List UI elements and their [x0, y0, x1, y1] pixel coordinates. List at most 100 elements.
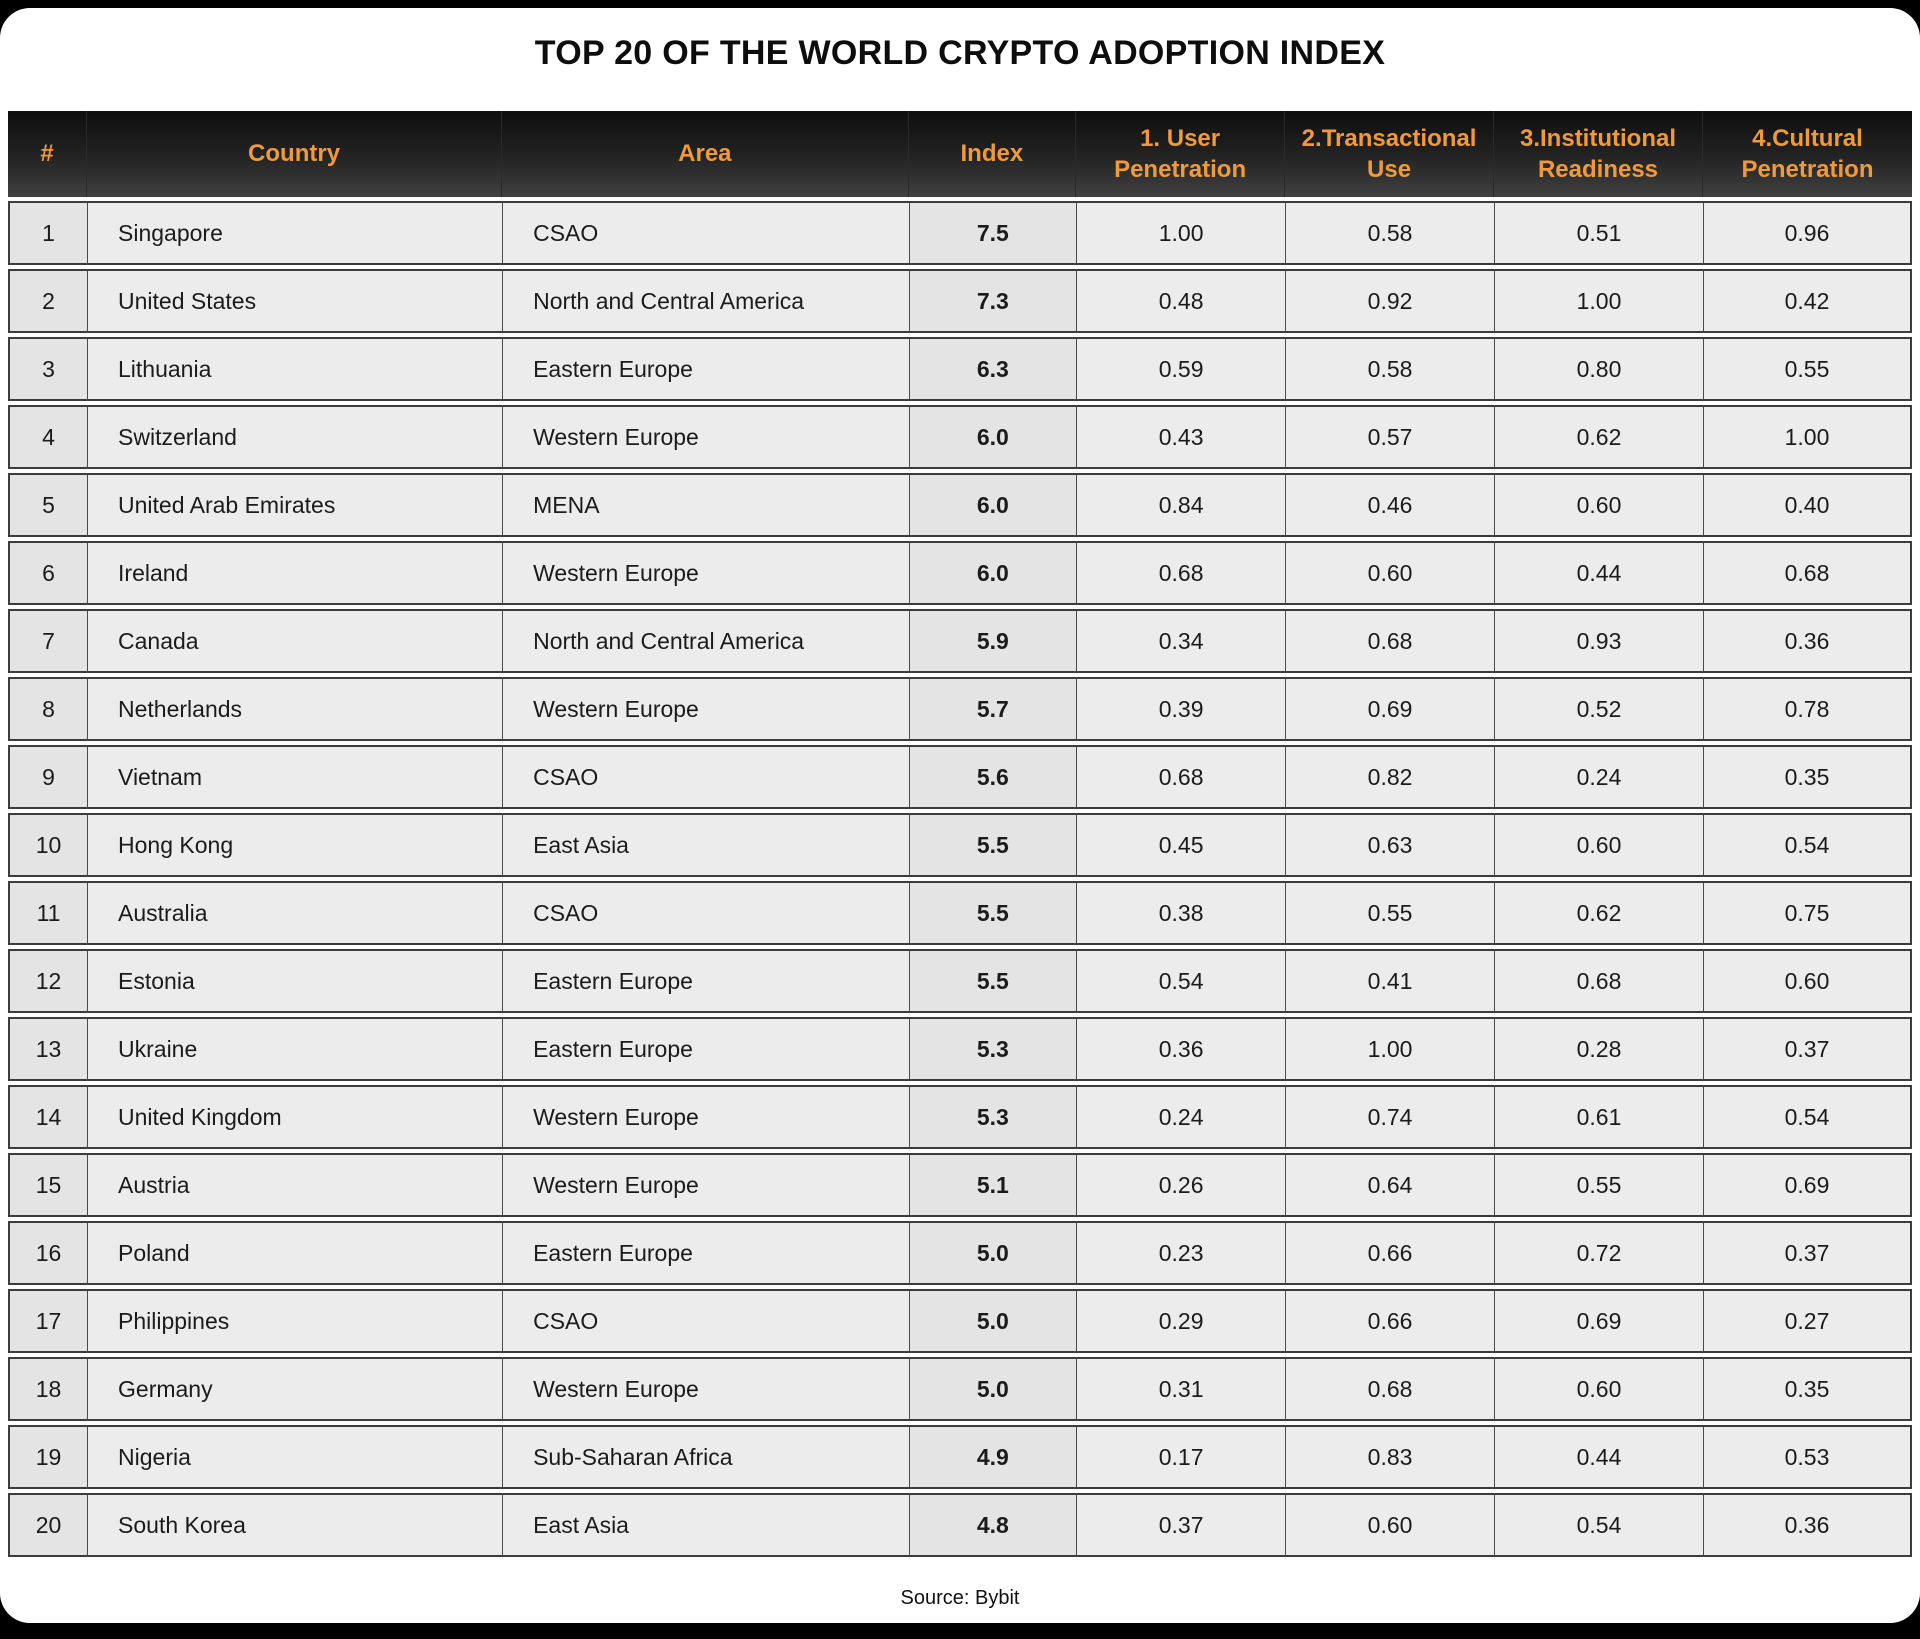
cell-user-penetration: 0.68: [1076, 745, 1286, 809]
cell-index: 5.0: [908, 1357, 1077, 1421]
cell-index: 6.0: [908, 405, 1077, 469]
cell-index: 5.3: [908, 1017, 1077, 1081]
column-header-transactional-use: 2.Transactional Use: [1285, 111, 1495, 197]
cell-rank: 12: [8, 949, 88, 1013]
cell-rank: 15: [8, 1153, 88, 1217]
cell-cultural-penetration: 0.68: [1702, 541, 1912, 605]
cell-area: CSAO: [502, 881, 909, 945]
cell-transactional-use: 0.58: [1285, 201, 1495, 265]
cell-country: Switzerland: [87, 405, 503, 469]
cell-transactional-use: 0.58: [1285, 337, 1495, 401]
table-row: 14 United Kingdom Western Europe 5.3 0.24 0.7…: [8, 1085, 1912, 1149]
cell-area: CSAO: [502, 745, 909, 809]
column-header-institutional-readiness: 3.Institutional Readiness: [1494, 111, 1703, 197]
cell-area: Eastern Europe: [502, 1017, 909, 1081]
cell-user-penetration: 0.48: [1076, 269, 1286, 333]
cell-rank: 20: [8, 1493, 88, 1557]
cell-index: 5.6: [908, 745, 1077, 809]
cell-area: CSAO: [502, 1289, 909, 1353]
cell-area: Western Europe: [502, 677, 909, 741]
cell-transactional-use: 0.92: [1285, 269, 1495, 333]
cell-transactional-use: 0.57: [1285, 405, 1495, 469]
table-row: 10 Hong Kong East Asia 5.5 0.45 0.63 0.60 0.54: [8, 813, 1912, 877]
cell-cultural-penetration: 0.36: [1702, 609, 1912, 673]
cell-index: 4.9: [908, 1425, 1077, 1489]
cell-rank: 8: [8, 677, 88, 741]
table-row: 11 Australia CSAO 5.5 0.38 0.55 0.62 0.75: [8, 881, 1912, 945]
cell-user-penetration: 0.26: [1076, 1153, 1286, 1217]
column-header-area: Area: [502, 111, 909, 197]
cell-transactional-use: 0.66: [1285, 1289, 1495, 1353]
cell-transactional-use: 0.60: [1285, 1493, 1495, 1557]
cell-rank: 9: [8, 745, 88, 809]
cell-country: Philippines: [87, 1289, 503, 1353]
cell-user-penetration: 0.24: [1076, 1085, 1286, 1149]
cell-rank: 19: [8, 1425, 88, 1489]
cell-index: 5.3: [908, 1085, 1077, 1149]
cell-country: United Kingdom: [87, 1085, 503, 1149]
table-row: 7 Canada North and Central America 5.9 0.34 0…: [8, 609, 1912, 673]
cell-transactional-use: 0.41: [1285, 949, 1495, 1013]
cell-area: North and Central America: [502, 269, 909, 333]
cell-index: 4.8: [908, 1493, 1077, 1557]
table-row: 12 Estonia Eastern Europe 5.5 0.54 0.41 0.68 0.…: [8, 949, 1912, 1013]
cell-user-penetration: 0.43: [1076, 405, 1286, 469]
cell-index: 5.5: [908, 881, 1077, 945]
table-row: 18 Germany Western Europe 5.0 0.31 0.68 0.60 0.…: [8, 1357, 1912, 1421]
cell-country: Australia: [87, 881, 503, 945]
cell-index: 5.1: [908, 1153, 1077, 1217]
cell-index: 5.9: [908, 609, 1077, 673]
cell-institutional-readiness: 0.54: [1494, 1493, 1703, 1557]
cell-country: Ukraine: [87, 1017, 503, 1081]
cell-index: 5.5: [908, 949, 1077, 1013]
column-header-country: Country: [87, 111, 503, 197]
cell-area: East Asia: [502, 813, 909, 877]
cell-cultural-penetration: 0.37: [1702, 1017, 1912, 1081]
table-row: 17 Philippines CSAO 5.0 0.29 0.66 0.69 0.27: [8, 1289, 1912, 1353]
cell-country: Poland: [87, 1221, 503, 1285]
cell-area: Western Europe: [502, 405, 909, 469]
cell-institutional-readiness: 0.72: [1494, 1221, 1703, 1285]
cell-cultural-penetration: 0.96: [1702, 201, 1912, 265]
cell-user-penetration: 1.00: [1076, 201, 1286, 265]
table-row: 9 Vietnam CSAO 5.6 0.68 0.82 0.24 0.35: [8, 745, 1912, 809]
cell-transactional-use: 0.60: [1285, 541, 1495, 605]
cell-rank: 14: [8, 1085, 88, 1149]
cell-user-penetration: 0.38: [1076, 881, 1286, 945]
cell-transactional-use: 0.46: [1285, 473, 1495, 537]
cell-country: Austria: [87, 1153, 503, 1217]
cell-area: Western Europe: [502, 1153, 909, 1217]
cell-index: 6.3: [908, 337, 1077, 401]
cell-area: Eastern Europe: [502, 337, 909, 401]
cell-cultural-penetration: 0.35: [1702, 1357, 1912, 1421]
cell-area: MENA: [502, 473, 909, 537]
cell-institutional-readiness: 0.68: [1494, 949, 1703, 1013]
cell-area: Eastern Europe: [502, 949, 909, 1013]
cell-institutional-readiness: 0.69: [1494, 1289, 1703, 1353]
cell-institutional-readiness: 0.60: [1494, 1357, 1703, 1421]
cell-rank: 16: [8, 1221, 88, 1285]
cell-rank: 7: [8, 609, 88, 673]
cell-index: 5.7: [908, 677, 1077, 741]
cell-institutional-readiness: 0.80: [1494, 337, 1703, 401]
cell-institutional-readiness: 0.44: [1494, 1425, 1703, 1489]
table-row: 16 Poland Eastern Europe 5.0 0.23 0.66 0.72 0.3…: [8, 1221, 1912, 1285]
cell-cultural-penetration: 0.60: [1702, 949, 1912, 1013]
cell-country: Lithuania: [87, 337, 503, 401]
source-caption: Source: Bybit: [900, 1587, 1020, 1609]
table-row: 8 Netherlands Western Europe 5.7 0.39 0.69 0.5…: [8, 677, 1912, 741]
cell-institutional-readiness: 0.28: [1494, 1017, 1703, 1081]
table-header: # Country Area Index 1. User Penetration…: [8, 111, 1912, 197]
cell-user-penetration: 0.34: [1076, 609, 1286, 673]
cell-user-penetration: 0.45: [1076, 813, 1286, 877]
cell-cultural-penetration: 1.00: [1702, 405, 1912, 469]
cell-user-penetration: 0.31: [1076, 1357, 1286, 1421]
cell-country: Vietnam: [87, 745, 503, 809]
table-row: 3 Lithuania Eastern Europe 6.3 0.59 0.58 0.80 0…: [8, 337, 1912, 401]
cell-transactional-use: 0.74: [1285, 1085, 1495, 1149]
cell-transactional-use: 0.83: [1285, 1425, 1495, 1489]
crypto-adoption-table: # Country Area Index 1. User Penetration…: [8, 107, 1912, 1561]
column-header-rank: #: [8, 111, 88, 197]
cell-transactional-use: 0.68: [1285, 1357, 1495, 1421]
cell-country: Hong Kong: [87, 813, 503, 877]
